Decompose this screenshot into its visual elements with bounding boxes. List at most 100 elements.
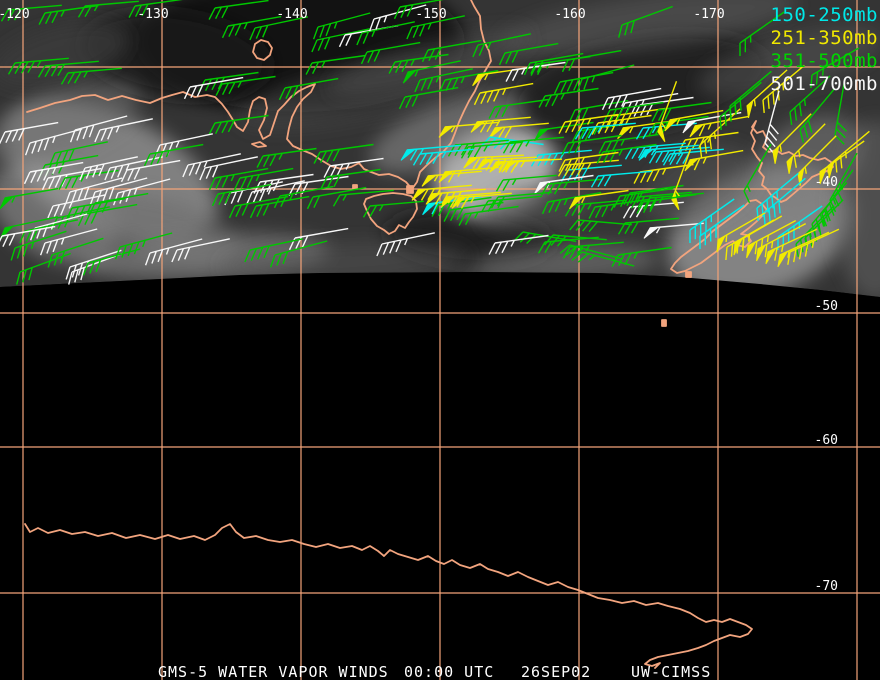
wind-barb: [332, 189, 394, 207]
barb-staff: [278, 77, 339, 101]
barb-staff: [356, 21, 415, 46]
wind-barb: [643, 222, 704, 239]
wind-barb: [530, 55, 591, 76]
wind-barb: [208, 114, 269, 135]
wind-barb: [617, 217, 679, 235]
barb-flag: [569, 196, 585, 210]
wind-barb: [756, 222, 807, 262]
barb-staff: [564, 199, 626, 217]
wind-barb: [558, 113, 619, 134]
barb-staff: [438, 69, 499, 93]
barb-staff: [598, 133, 659, 154]
barb-staff: [273, 185, 334, 209]
wind-barb: [7, 57, 69, 75]
wind-barb: [94, 118, 153, 143]
barb-staff: [636, 193, 697, 214]
wind-barb: [421, 39, 482, 63]
macquarie-island-dot: [661, 319, 667, 327]
barb-staff: [558, 151, 619, 172]
wind-barb: [368, 4, 427, 32]
tasmania: [363, 192, 418, 235]
barb-staff: [827, 130, 870, 173]
barb-staff: [208, 0, 269, 20]
antarctica-coast: [24, 523, 753, 669]
barb-staff: [368, 4, 427, 32]
wind-barb: [104, 156, 163, 181]
barb-staff: [10, 230, 67, 261]
barb-staff: [58, 169, 119, 190]
cloud-texture: [697, 26, 880, 98]
barb-staff: [513, 231, 577, 244]
wind-barb: [463, 154, 524, 169]
wind-barb: [470, 116, 531, 133]
barb-staff: [388, 53, 449, 74]
barb-flag: [0, 195, 15, 210]
wind-barb: [819, 140, 865, 185]
barb-staff: [537, 236, 599, 254]
wind-barb: [443, 201, 504, 222]
barb-flag: [400, 148, 417, 161]
wind-barb: [591, 114, 652, 135]
cloud-texture: [643, 144, 757, 226]
barb-staff: [799, 88, 836, 143]
wind-barb: [211, 183, 272, 207]
barb-staff: [762, 64, 805, 113]
barb-staff: [651, 101, 712, 122]
wind-barb: [834, 81, 847, 145]
barb-flag: [617, 126, 633, 140]
barb-staff: [68, 252, 123, 285]
barb-staff: [246, 180, 305, 205]
wind-barb: [786, 123, 826, 174]
barb-staff: [288, 227, 349, 251]
barb-staff: [624, 142, 686, 160]
legend-item-351-500mb: 351-500mb: [771, 50, 878, 72]
barb-staff: [29, 213, 88, 241]
wind-barb: [538, 87, 599, 108]
wind-barb: [523, 52, 584, 76]
barb-staff: [4, 216, 58, 229]
wind-barb: [49, 141, 108, 166]
barb-flag: [671, 190, 680, 211]
wind-barb: [495, 174, 557, 192]
wind-barb: [598, 133, 659, 154]
barb-staff: [393, 0, 444, 20]
barb-staff: [460, 141, 522, 159]
king-island-dot: [352, 184, 358, 190]
barb-flag: [746, 240, 757, 259]
wind-barb: [0, 121, 59, 145]
wind-barb: [678, 131, 739, 152]
wind-barb: [739, 11, 785, 56]
lat-label: -40: [815, 175, 838, 190]
barb-flag: [438, 125, 455, 138]
barb-staff: [49, 141, 108, 166]
barb-staff: [208, 114, 269, 135]
wind-barb: [438, 121, 499, 138]
wind-barb: [743, 143, 772, 204]
barb-staff: [311, 28, 370, 53]
wind-barb: [664, 109, 724, 132]
wind-barb: [699, 204, 745, 249]
caption-date: 26SEP02: [521, 663, 591, 680]
barb-flag: [638, 148, 655, 161]
barb-staff: [256, 147, 317, 168]
wind-barb: [68, 252, 123, 285]
wind-barb: [648, 146, 710, 164]
barb-staff: [143, 143, 204, 167]
barb-staff: [523, 52, 584, 76]
barb-staff: [574, 122, 636, 140]
wind-barb: [221, 15, 282, 39]
barb-staff: [19, 219, 78, 244]
wind-barb: [451, 192, 512, 209]
wind-barb: [208, 167, 269, 191]
barb-staff: [398, 86, 459, 110]
barb-staff: [244, 238, 303, 263]
barb-staff: [540, 178, 602, 196]
wind-barb: [38, 4, 99, 25]
barb-staff: [544, 234, 607, 247]
barb-flag: [451, 196, 468, 209]
barb-staff: [182, 153, 241, 178]
barb-staff: [662, 148, 724, 166]
wind-barb: [77, 0, 139, 18]
wind-barb: [564, 199, 626, 217]
